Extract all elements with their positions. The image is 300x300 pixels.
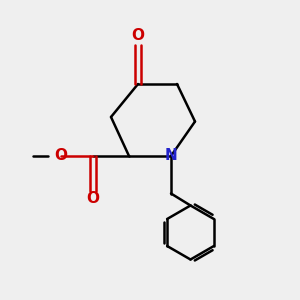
Text: O: O <box>54 148 68 164</box>
Text: O: O <box>131 28 145 44</box>
Text: O: O <box>86 191 100 206</box>
Text: N: N <box>165 148 177 164</box>
